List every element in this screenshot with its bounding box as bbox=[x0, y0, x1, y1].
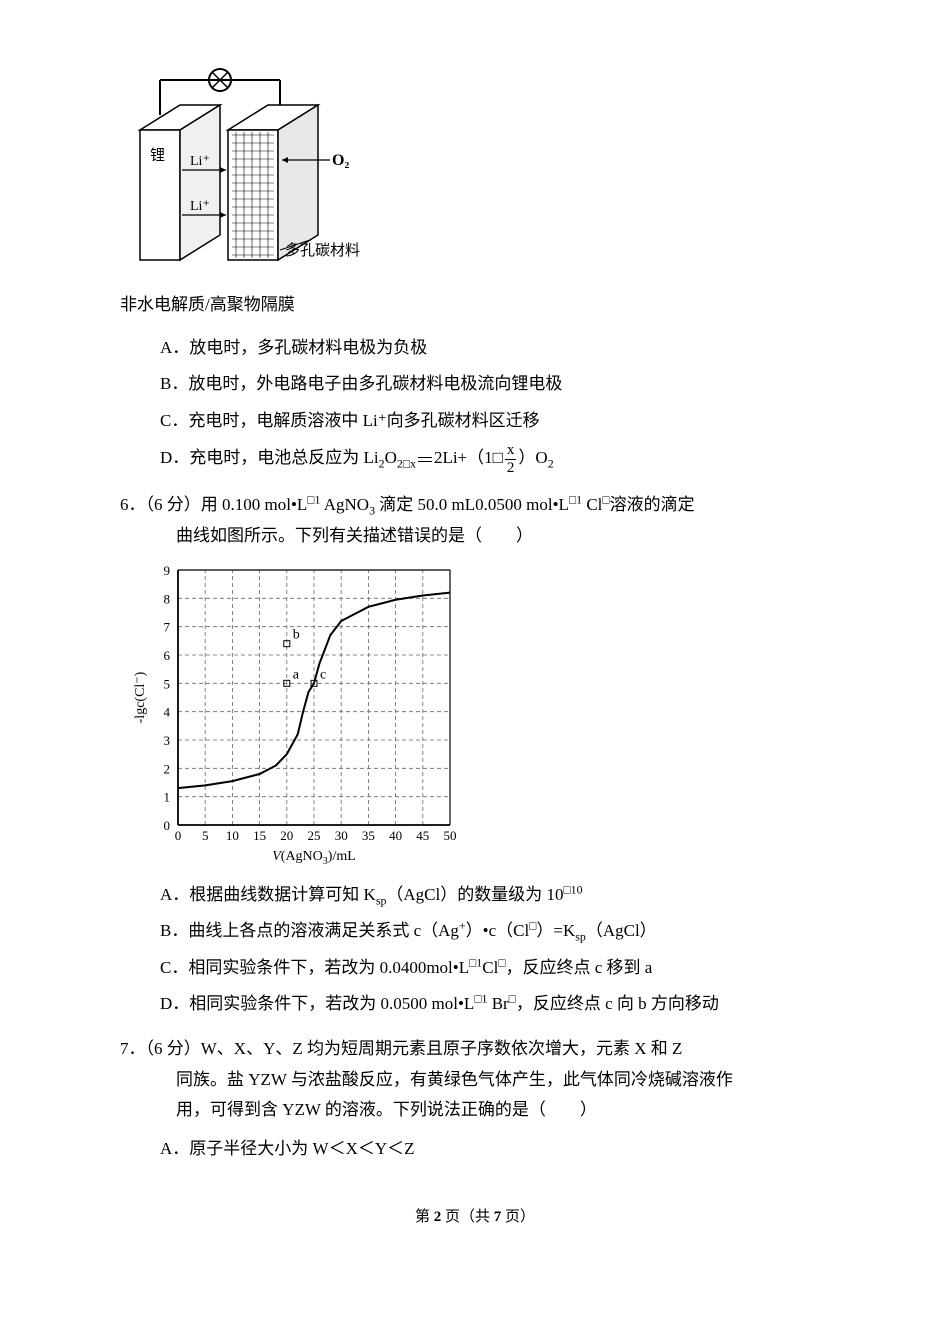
svg-text:V(AgNO3)/mL: V(AgNO3)/mL bbox=[272, 849, 356, 867]
figure5-caption: 非水电解质/高聚物隔膜 bbox=[120, 290, 830, 321]
page-content: 锂 Li⁺ bbox=[0, 0, 950, 1261]
q5-choice-b: B．放电时，外电路电子由多孔碳材料电极流向锂电极 bbox=[160, 369, 830, 400]
svg-text:30: 30 bbox=[335, 828, 348, 843]
svg-text:40: 40 bbox=[389, 828, 402, 843]
svg-text:c: c bbox=[320, 667, 326, 682]
li-metal-label: 锂 bbox=[150, 147, 165, 164]
svg-text:a: a bbox=[293, 667, 300, 682]
q6-choice-b: B．曲线上各点的溶液满足关系式 c（Ag+）•c（Cl□）=Ksp（AgCl） bbox=[160, 916, 830, 947]
svg-text:0: 0 bbox=[175, 828, 182, 843]
porous-label: 多孔碳材料 bbox=[285, 242, 360, 259]
q5-choice-c: C．充电时，电解质溶液中 Li⁺向多孔碳材料区迁移 bbox=[160, 406, 830, 437]
svg-text:20: 20 bbox=[280, 828, 293, 843]
svg-text:5: 5 bbox=[164, 676, 171, 691]
svg-text:8: 8 bbox=[164, 591, 171, 606]
svg-text:45: 45 bbox=[416, 828, 429, 843]
q7-stem: 7．（6 分）W、X、Y、Z 均为短周期元素且原子序数依次增大，元素 X 和 Z… bbox=[120, 1034, 830, 1126]
svg-text:15: 15 bbox=[253, 828, 266, 843]
svg-text:10: 10 bbox=[226, 828, 239, 843]
q5-choice-d: D．充电时，电池总反应为 Li2O2□x2Li+（1□x2）O2 bbox=[160, 442, 830, 476]
svg-text:b: b bbox=[293, 627, 300, 642]
svg-text:25: 25 bbox=[308, 828, 321, 843]
titration-curve: 051015202530354045500123456789V(AgNO3)/m… bbox=[130, 560, 460, 870]
svg-text:-lgc(Cl⁻): -lgc(Cl⁻) bbox=[133, 671, 148, 723]
q6-choice-a: A．根据曲线数据计算可知 Ksp（AgCl）的数量级为 10□10 bbox=[160, 880, 830, 911]
svg-text:0: 0 bbox=[164, 818, 171, 833]
q6-choice-c: C．相同实验条件下，若改为 0.0400mol•L□1Cl□，反应终点 c 移到… bbox=[160, 953, 830, 984]
q5-choice-a: A．放电时，多孔碳材料电极为负极 bbox=[160, 333, 830, 364]
svg-text:6: 6 bbox=[164, 648, 171, 663]
o2-label: O₂ bbox=[332, 152, 349, 169]
svg-text:4: 4 bbox=[164, 704, 171, 719]
li-plus-2: Li⁺ bbox=[190, 199, 210, 214]
svg-text:9: 9 bbox=[164, 563, 171, 578]
svg-text:7: 7 bbox=[164, 619, 171, 634]
svg-text:2: 2 bbox=[164, 761, 171, 776]
page-footer: 第 2 页（共 7 页） bbox=[120, 1204, 830, 1231]
battery-diagram: 锂 Li⁺ bbox=[120, 60, 380, 280]
li-plus-1: Li⁺ bbox=[190, 154, 210, 169]
q6-chart: 051015202530354045500123456789V(AgNO3)/m… bbox=[130, 560, 830, 870]
q6-stem: 6．（6 分）用 0.100 mol•L□1 AgNO3 滴定 50.0 mL0… bbox=[120, 490, 830, 551]
svg-text:3: 3 bbox=[164, 733, 171, 748]
q7-choice-a: A．原子半径大小为 W＜X＜Y＜Z bbox=[160, 1134, 830, 1165]
q6-choice-d: D．相同实验条件下，若改为 0.0500 mol•L□1 Br□，反应终点 c … bbox=[160, 989, 830, 1020]
q5-figure: 锂 Li⁺ bbox=[120, 60, 830, 280]
svg-text:35: 35 bbox=[362, 828, 375, 843]
svg-text:1: 1 bbox=[164, 789, 171, 804]
svg-text:5: 5 bbox=[202, 828, 209, 843]
svg-text:50: 50 bbox=[444, 828, 457, 843]
